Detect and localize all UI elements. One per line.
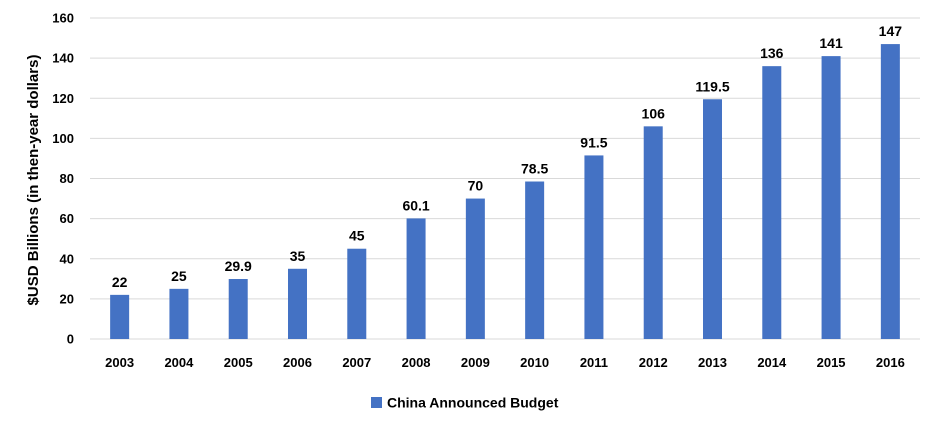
data-label-2016: 147 — [879, 23, 903, 39]
y-axis-title: $USD Billions (in then-year dollars) — [25, 55, 42, 306]
bar-2011 — [584, 155, 604, 339]
bar-2007 — [347, 248, 367, 339]
x-tick-label-2007: 2007 — [342, 355, 371, 370]
y-tick-label: 80 — [60, 171, 74, 186]
y-tick-label: 100 — [52, 131, 74, 146]
bar-2012 — [643, 126, 663, 340]
legend-swatch — [371, 397, 382, 408]
x-tick-label-2008: 2008 — [402, 355, 431, 370]
x-tick-label-2004: 2004 — [164, 355, 194, 370]
data-label-2007: 45 — [349, 228, 365, 244]
y-tick-label: 120 — [52, 91, 74, 106]
x-tick-label-2013: 2013 — [698, 355, 727, 370]
bar-2005 — [228, 279, 248, 339]
y-tick-label: 140 — [52, 51, 74, 66]
x-tick-label-2012: 2012 — [639, 355, 668, 370]
bar-2014 — [762, 66, 782, 340]
bar-2010 — [525, 181, 545, 339]
y-tick-label: 160 — [52, 11, 74, 26]
bar-2008 — [406, 218, 426, 339]
bars — [110, 44, 900, 340]
legend-label: China Announced Budget — [387, 395, 559, 411]
data-label-2010: 78.5 — [521, 161, 548, 177]
gridlines — [90, 17, 920, 340]
data-label-2004: 25 — [171, 268, 187, 284]
data-label-2012: 106 — [642, 105, 666, 121]
y-tick-label: 40 — [60, 251, 74, 266]
data-label-2003: 22 — [112, 274, 128, 290]
bar-2009 — [465, 198, 485, 339]
data-label-2015: 141 — [819, 35, 843, 51]
bar-2015 — [821, 56, 841, 340]
x-tick-label-2015: 2015 — [817, 355, 846, 370]
bar-2013 — [703, 99, 722, 339]
x-tick-label-2016: 2016 — [876, 355, 905, 370]
x-tick-label-2014: 2014 — [757, 355, 787, 370]
data-label-2014: 136 — [760, 45, 784, 61]
data-label-2011: 91.5 — [580, 134, 607, 150]
bar-2016 — [880, 44, 900, 340]
data-label-2008: 60.1 — [402, 197, 429, 213]
y-tick-label: 20 — [60, 291, 74, 306]
x-axis-ticks: 2003 2004 2005 2006 2007 2008 2009 2010 2011 2012… — [105, 355, 905, 370]
data-label-2009: 70 — [468, 178, 484, 194]
bar-2004 — [169, 288, 189, 339]
data-label-2013: 119.5 — [695, 78, 729, 94]
y-axis-ticks: 0 20 40 60 80 100 120 140 160 — [52, 11, 74, 347]
x-tick-label-2011: 2011 — [580, 355, 608, 370]
bar-2003 — [110, 294, 130, 339]
bar-2006 — [288, 268, 307, 339]
x-tick-label-2006: 2006 — [283, 355, 312, 370]
x-tick-label-2009: 2009 — [461, 355, 490, 370]
legend: China Announced Budget — [371, 395, 559, 411]
x-tick-label-2005: 2005 — [224, 355, 253, 370]
data-labels: 22 25 29.9 35 45 60.1 70 78.5 91.5 106 119.5 136 141… — [112, 23, 902, 290]
y-tick-label: 0 — [67, 332, 74, 347]
data-label-2005: 29.9 — [225, 258, 252, 274]
data-label-2006: 35 — [290, 248, 306, 264]
y-tick-label: 60 — [60, 211, 74, 226]
x-tick-label-2010: 2010 — [520, 355, 549, 370]
x-tick-label-2003: 2003 — [105, 355, 134, 370]
